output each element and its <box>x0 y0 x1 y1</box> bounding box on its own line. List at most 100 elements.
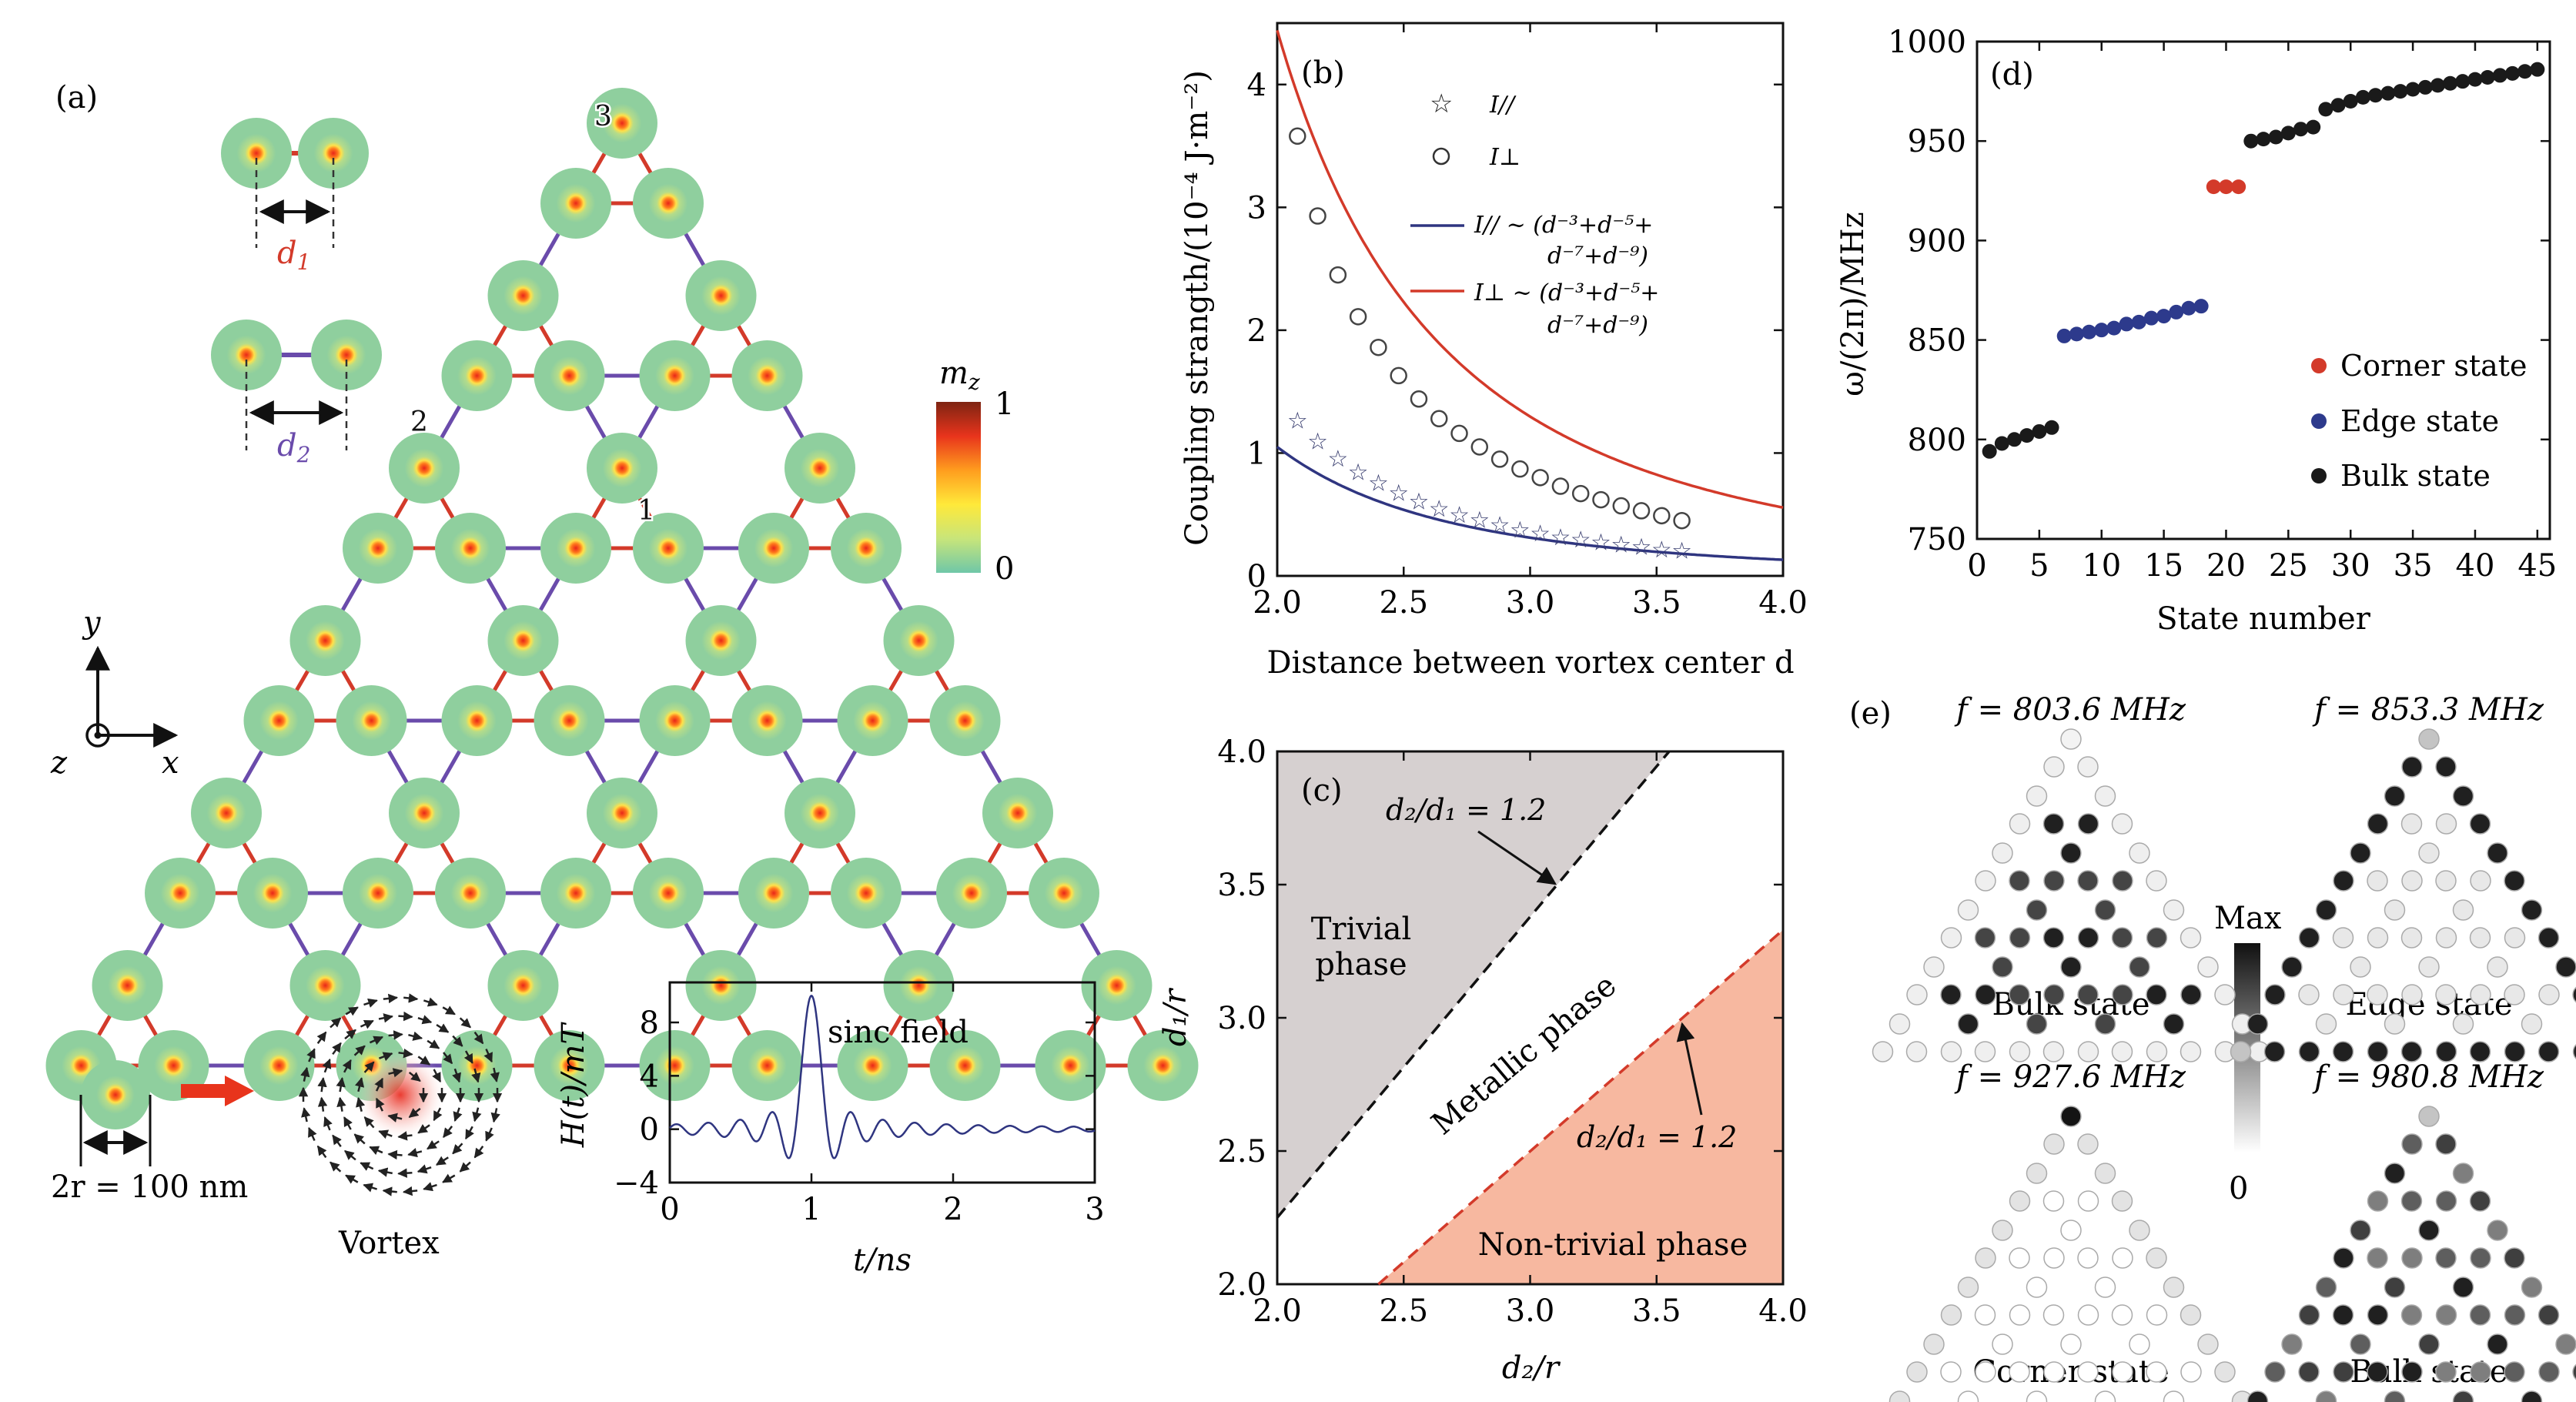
vortex-label: Vortex <box>338 1226 440 1261</box>
state-point <box>2467 72 2483 87</box>
state-point <box>2256 132 2271 147</box>
mode-site <box>2504 870 2525 892</box>
mode-site <box>2470 1247 2491 1269</box>
mode-site <box>2487 842 2508 864</box>
vortex-disk <box>633 513 704 584</box>
mode-site <box>2129 1333 2150 1355</box>
mode-site <box>2111 1190 2133 1212</box>
mode-site <box>2384 1277 2406 1298</box>
point-I-parallel: ☆ <box>1388 480 1409 507</box>
panel-b-ylabel: Coupling strangth/(10⁻⁴ J·m⁻²) <box>1179 70 1215 546</box>
mode-site <box>2009 984 2030 1005</box>
state-point <box>2306 119 2321 135</box>
state-point <box>2355 89 2370 105</box>
mode-site <box>2112 870 2133 892</box>
vortex-arrow <box>363 1183 378 1193</box>
lattice-bonds <box>79 122 1165 1068</box>
mode-site <box>2298 927 2320 949</box>
mode-profiles <box>1872 728 2576 1402</box>
point-I-perp <box>1511 460 1529 478</box>
vortex-disk <box>738 858 809 929</box>
point-I-parallel: ☆ <box>1409 489 1430 516</box>
vortex-disk <box>883 950 955 1021</box>
panel-a: (a) d1 d2 3 2 1 mz <box>45 80 1199 1278</box>
mode-site <box>2384 785 2406 807</box>
mz-colorbar-label: mz <box>939 356 980 395</box>
mode-site <box>2418 956 2440 978</box>
vortex-arrow <box>442 1173 456 1183</box>
mode-site <box>2197 1333 2219 1355</box>
vortex-arrow <box>443 1126 453 1138</box>
d1-label: d1 <box>277 236 310 275</box>
mode-site <box>2469 1190 2491 1212</box>
mode-site <box>2367 870 2388 892</box>
vortex-disk <box>685 260 757 331</box>
panel-c-tag: (c) <box>1301 773 1343 808</box>
panel-a-tag: (a) <box>55 80 98 115</box>
mode-site <box>2163 1013 2185 1035</box>
vortex-disk <box>534 685 605 756</box>
vortex-disk <box>243 685 315 756</box>
vortex-disk <box>441 685 513 756</box>
vortex-arrow <box>452 1068 461 1083</box>
mode-site <box>1974 1041 1996 1062</box>
mode-site <box>2094 785 2116 807</box>
mode-site <box>2504 1361 2525 1383</box>
vortex-arrow <box>471 1068 481 1083</box>
axis-y-label: y <box>82 605 102 641</box>
mode-site <box>2521 1277 2543 1298</box>
mode-site <box>1940 1041 1962 1062</box>
point-I-parallel: ☆ <box>1651 537 1672 564</box>
vortex-arrow <box>342 1059 352 1073</box>
panel-d-xlabel: State number <box>2156 601 2371 637</box>
vortex-disk <box>92 950 163 1021</box>
mode-site <box>2418 728 2440 750</box>
state-point <box>1982 443 1997 459</box>
vortex-arrow <box>343 1116 353 1130</box>
mode-site <box>1975 1247 1996 1269</box>
mode-site <box>2487 1333 2508 1355</box>
point-I-perp <box>1349 308 1367 326</box>
mode-site <box>1975 1361 1996 1383</box>
mode-site <box>2197 956 2219 978</box>
point-I-perp <box>1370 338 1387 356</box>
d-xtick-label: 30 <box>2331 548 2370 584</box>
point-I-parallel: ☆ <box>1550 524 1571 551</box>
vortex-arrow <box>344 1029 356 1040</box>
point-I-perp <box>1329 266 1347 284</box>
vortex-disk <box>731 340 803 411</box>
vortex-arrow <box>473 1031 484 1045</box>
d2-pair-illustration: d2 <box>211 320 382 467</box>
mode-site <box>1992 842 2013 864</box>
mode-site <box>1992 956 2013 978</box>
mode-site <box>2315 1390 2337 1402</box>
vortex-arrow <box>459 1017 471 1029</box>
vortex-arrow <box>408 1107 421 1119</box>
mode-site <box>2281 1333 2303 1355</box>
mode-site <box>2043 984 2065 1005</box>
mode-site <box>2470 1361 2491 1383</box>
vortex-disk <box>138 1030 209 1101</box>
mode-site <box>2435 1190 2457 1212</box>
d-xtick-label: 45 <box>2517 548 2557 584</box>
mode-profile-1 <box>1872 728 2270 1062</box>
mode-site <box>2009 1041 2031 1062</box>
state-point <box>2131 314 2146 330</box>
sinc-annotation: sinc field <box>828 1015 969 1050</box>
point-I-parallel: ☆ <box>1469 507 1490 534</box>
mode-site <box>2009 1361 2030 1383</box>
c-ytick-label: 3.5 <box>1217 868 1266 903</box>
vortex-arrow <box>388 1030 403 1040</box>
b-ytick-label: 3 <box>1247 190 1266 226</box>
mode-site <box>2298 1361 2320 1383</box>
point-I-perp <box>1309 207 1326 225</box>
vortex-arrow <box>336 1077 346 1092</box>
vortex-arrow <box>398 1011 413 1022</box>
vortex-arrow <box>317 1077 327 1092</box>
vortex-disk <box>237 858 308 929</box>
mode-site <box>2146 1041 2168 1062</box>
c-xtick-label: 3.0 <box>1506 1293 1555 1329</box>
state-point <box>2405 82 2420 97</box>
mode-site <box>2246 1390 2269 1402</box>
vortex-arrow <box>332 1042 342 1056</box>
